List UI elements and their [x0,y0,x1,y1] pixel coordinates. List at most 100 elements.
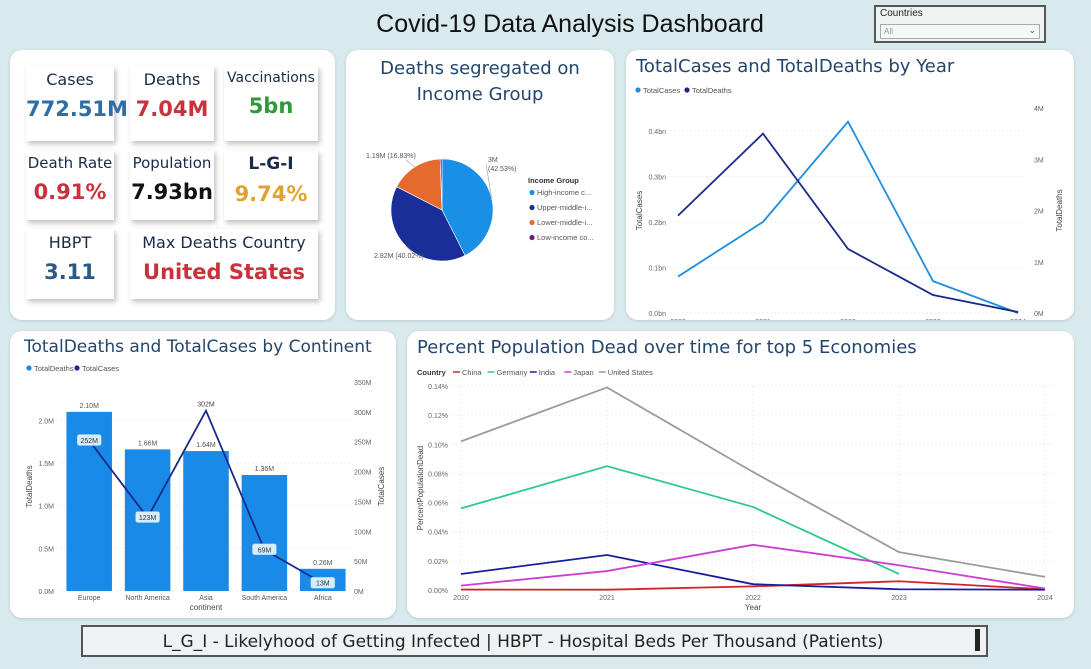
line-data-label: 302M [197,402,215,409]
deaths-card: Deaths 7.04M [130,66,214,141]
x-tick-label: Asia [199,595,213,602]
series-line [677,120,1019,314]
vaccinations-label: Vaccinations [227,70,315,86]
pie-legend-item: Lower-middle-i... [537,218,592,227]
y-axis-title: TotalCases [635,191,644,231]
max-deaths-country-value: United States [143,260,305,284]
vaccinations-card: Vaccinations 5bn [224,66,318,141]
bar [183,451,229,591]
y2-tick-label: 250M [354,440,372,447]
income-pie-panel: Deaths segregated on Income Group 3M (42.… [346,50,614,320]
legend-marker [635,87,641,93]
chevron-down-icon[interactable]: ⌄ [1028,25,1036,35]
x-tick-label: Europe [78,595,101,602]
bar-data-label: 1.64M [196,442,216,449]
y-tick-label: 0.12% [428,413,448,420]
pie-leader-line [405,159,415,168]
pie-legend-title: Income Group [528,176,579,185]
line-data-label: 123M [139,515,157,522]
max-deaths-country-card: Max Deaths Country United States [130,229,318,299]
year-line-panel: TotalCases and TotalDeaths by Year Total… [626,50,1074,320]
y2-tick-label: 0M [1034,311,1044,318]
y2-tick-label: 1M [1034,260,1044,267]
y2-tick-label: 100M [354,529,372,536]
income-pie-title: Deaths segregated on Income Group [380,58,580,105]
x-tick-label: 2021 [599,595,615,602]
pie-data-label: (42.53%) [488,166,516,173]
series-line [88,408,324,585]
y-tick-label: 0.2bn [648,220,666,227]
y-tick-label: 1.5M [38,461,54,468]
countries-filter-label: Countries [880,8,923,19]
x-tick-label: South America [242,595,288,602]
pie-legend-marker [529,204,535,211]
legend-item: TotalDeaths [34,364,74,373]
income-pie-chart: 3M (42.53%) 2.82M (40.02%) 1.19M (16.83%) In… [366,153,594,262]
series-line [460,543,1046,590]
deaths-value: 7.04M [135,97,209,121]
countries-dropdown[interactable]: All ⌄ [880,24,1040,39]
y-tick-label: 0.3bn [648,174,666,181]
pie-data-label: 1.19M (16.83%) [366,153,416,160]
cases-card: Cases 772.51M [26,66,128,141]
lgi-value: 9.74% [234,182,308,206]
y2-tick-label: 4M [1034,106,1044,113]
pie-legend-marker [529,219,535,226]
x-tick-label: 2023 [925,319,941,320]
y-tick-label: 0.02% [428,559,448,566]
pie-legend-marker [529,234,535,241]
pie-leader-line [405,245,415,255]
x-axis-title: continent [190,603,223,612]
legend-marker [684,87,690,93]
pie-legend-item: Upper-middle-i... [537,203,592,212]
lgi-label: L-G-I [248,154,294,174]
population-value: 7.93bn [131,180,213,204]
x-tick-label: North America [125,595,169,602]
pie-data-label: 3M [488,157,498,164]
x-tick-label: 2022 [840,319,856,320]
death-rate-card: Death Rate 0.91% [26,150,114,220]
legend-item: China [462,368,482,377]
legend-title: Country [417,368,447,377]
series-line [460,580,1046,591]
y2-tick-label: 50M [354,559,368,566]
population-label: Population [132,154,212,172]
x-tick-label: 2024 [1037,595,1053,602]
cases-label: Cases [46,70,94,89]
hbpt-label: HBPT [48,233,92,252]
legend-item: United States [608,368,653,377]
x-tick-label: 2023 [891,595,907,602]
y2-tick-label: 350M [354,380,372,387]
pie-legend-item: Low-income co... [537,233,594,242]
legend-marker [74,365,80,371]
x-tick-label: 2021 [755,319,771,320]
x-axis-title: Year [745,603,762,612]
y-tick-label: 0.0bn [648,311,666,318]
y-tick-label: 0.14% [428,384,448,391]
scrollbar-handle[interactable] [975,629,980,651]
percent-dead-panel: Percent Population Dead over time for to… [407,331,1074,618]
series-line [460,554,1046,591]
continent-bar-title: TotalDeaths and TotalCases by Continent [24,337,372,357]
legend-item: India [539,368,556,377]
y-tick-label: 0.5M [38,546,54,553]
lgi-card: L-G-I 9.74% [224,150,318,220]
footer-legend-text: L_G_I - Likelyhood of Getting Infected |… [162,632,884,652]
percent-dead-title: Percent Population Dead over time for to… [417,337,917,358]
countries-filter[interactable]: Countries All ⌄ [874,5,1046,43]
percent-dead-chart: Country China Germany India Japan United Stat… [416,368,1055,612]
bar-data-label: 2.10M [79,403,99,410]
cases-value: 772.51M [26,97,128,121]
hbpt-card: HBPT 3.11 [26,229,114,299]
legend-item: Germany [497,368,528,377]
bar-data-label: 0.26M [313,560,333,567]
y-tick-label: 0.1bn [648,265,666,272]
vaccinations-value: 5bn [248,94,294,118]
pie-leader-line [485,163,492,199]
pie-slice [441,158,494,256]
y-tick-label: 0.00% [428,588,448,595]
line-data-label: 69M [258,547,272,554]
y-tick-label: 0.4bn [648,129,666,136]
y-axis-title: TotalDeaths [25,465,34,507]
death-rate-value: 0.91% [33,180,107,204]
